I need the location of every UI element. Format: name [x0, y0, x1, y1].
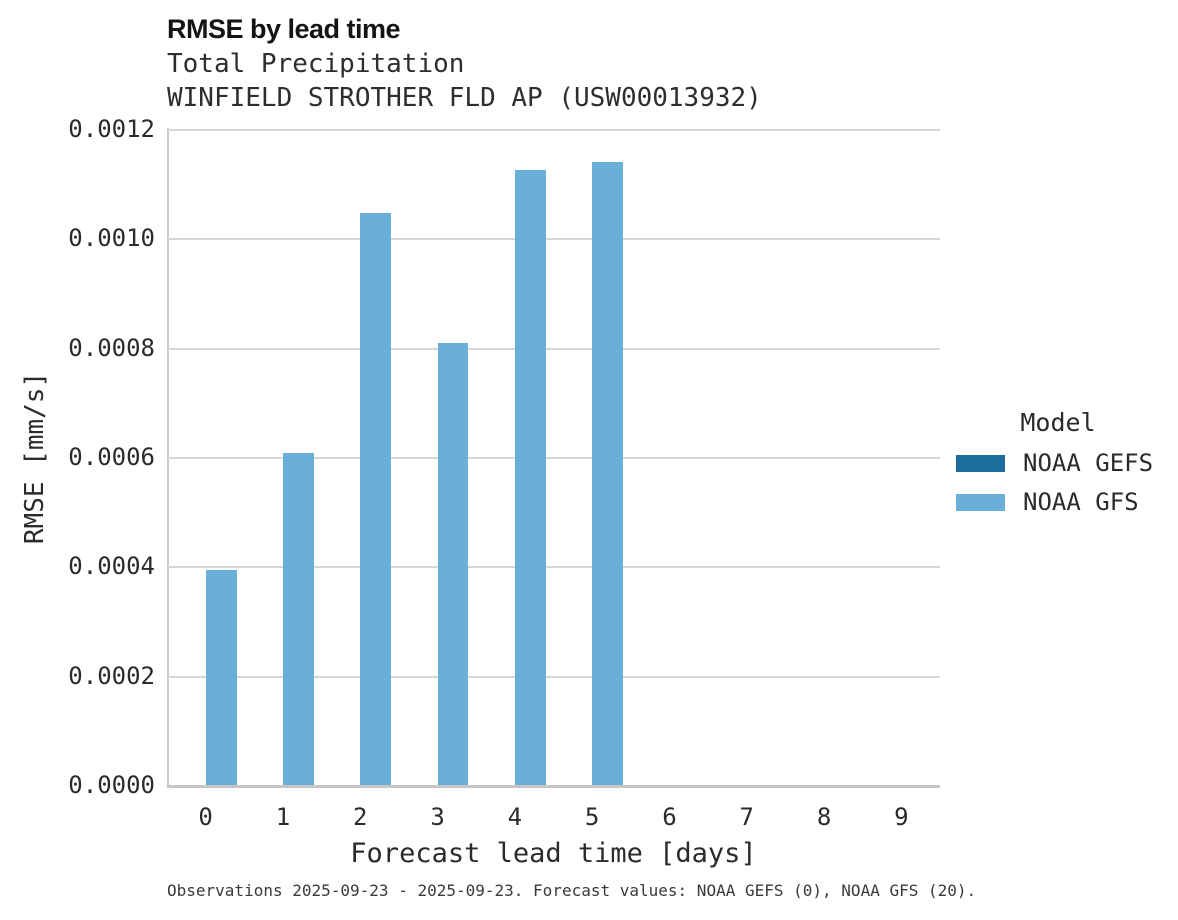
- gridline: [167, 238, 940, 241]
- legend-swatch: [956, 493, 1005, 511]
- legend-item-noaa-gfs: NOAA GFS: [956, 488, 1160, 516]
- x-tick-label: 8: [816, 803, 832, 831]
- y-tick-label: 0.0012: [68, 115, 155, 143]
- gridline: [167, 129, 940, 131]
- bar-noaa-gfs-lead-4: [514, 169, 546, 786]
- x-tick-label: 4: [507, 803, 523, 831]
- gridline: [167, 675, 940, 678]
- y-tick-label: 0.0008: [68, 333, 155, 362]
- legend-items: NOAA GEFS NOAA GFS: [956, 449, 1160, 516]
- gridline: [167, 566, 940, 569]
- gridline: [167, 457, 940, 459]
- y-tick-label: 0.0002: [68, 661, 155, 690]
- bar-noaa-gfs-lead-3: [437, 342, 469, 786]
- legend-item-noaa-gefs: NOAA GEFS: [956, 449, 1160, 477]
- gridline: [167, 347, 940, 350]
- y-tick-label: 0.0006: [68, 443, 155, 471]
- x-tick-label: 2: [353, 803, 368, 831]
- y-tick-label: 0.0010: [68, 224, 155, 253]
- chart-header: RMSE by lead time Total Precipitation WI…: [167, 14, 762, 113]
- plot-area: [167, 128, 940, 788]
- x-tick-label: 9: [894, 803, 909, 831]
- x-axis-line: [167, 785, 940, 788]
- legend-label: NOAA GFS: [1023, 488, 1139, 516]
- x-tick-label: 3: [430, 803, 445, 831]
- legend: Model NOAA GEFS NOAA GFS: [956, 408, 1160, 527]
- y-tick-label: 0.0004: [68, 552, 155, 581]
- x-tick-label: 1: [275, 803, 291, 831]
- y-tick-label: 0.0000: [68, 771, 155, 799]
- x-tick-label: 5: [584, 803, 600, 831]
- bar-noaa-gfs-lead-2: [360, 212, 392, 786]
- x-tick-label: 0: [198, 803, 213, 831]
- x-tick-label: 7: [739, 803, 754, 831]
- legend-label: NOAA GEFS: [1023, 449, 1154, 477]
- legend-title: Model: [1020, 408, 1096, 437]
- chart-subtitle-station: WINFIELD STROTHER FLD AP (USW00013932): [167, 83, 762, 113]
- bar-noaa-gfs-lead-5: [592, 162, 624, 786]
- bar-noaa-gfs-lead-1: [282, 452, 314, 786]
- legend-swatch: [956, 454, 1005, 472]
- chart-subtitle-variable: Total Precipitation: [167, 49, 465, 79]
- x-axis-label: Forecast lead time [days]: [350, 838, 757, 869]
- chart-title: RMSE by lead time: [167, 14, 401, 44]
- chart-footnote: Observations 2025-09-23 - 2025-09-23. Fo…: [167, 881, 977, 900]
- x-tick-label: 6: [662, 803, 677, 831]
- bar-noaa-gfs-lead-0: [205, 569, 237, 786]
